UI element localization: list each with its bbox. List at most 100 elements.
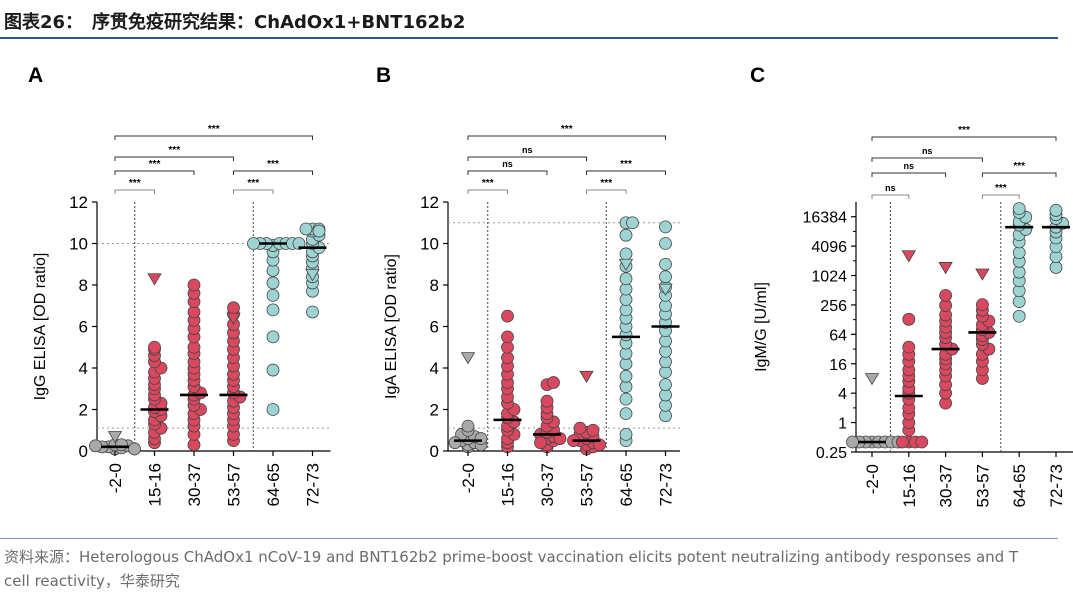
data-point bbox=[619, 272, 633, 286]
x-tick-label: 30-37 bbox=[937, 464, 956, 507]
significance-label: ns bbox=[904, 161, 915, 171]
data-point bbox=[148, 340, 161, 354]
data-triangle bbox=[901, 250, 917, 263]
data-triangle bbox=[107, 431, 123, 444]
data-point bbox=[1012, 202, 1026, 216]
data-point bbox=[247, 237, 260, 250]
data-point bbox=[902, 340, 916, 354]
x-tick-label: -2-0 bbox=[106, 463, 125, 493]
data-point bbox=[266, 363, 280, 377]
significance-bracket bbox=[467, 170, 548, 175]
x-tick-label: -2-0 bbox=[863, 464, 882, 494]
data-point bbox=[89, 439, 102, 453]
significance-bracket bbox=[114, 189, 155, 194]
data-point bbox=[501, 330, 514, 344]
x-tick-label: -2-0 bbox=[459, 463, 478, 493]
significance-bracket bbox=[586, 170, 666, 175]
data-point bbox=[448, 436, 462, 450]
significance-label: *** bbox=[168, 145, 180, 156]
x-tick-label: 30-37 bbox=[185, 463, 204, 506]
y-tick-label: 10 bbox=[420, 235, 439, 254]
data-point bbox=[895, 435, 909, 449]
data-point bbox=[976, 298, 989, 312]
x-tick-label: 53-57 bbox=[578, 463, 597, 506]
panel-letter: B bbox=[376, 64, 391, 87]
data-point bbox=[547, 376, 560, 389]
panel-B: B 0 2 4 6 8 10 12 IgA ELISA [OD ratio] -2-0 15-16 3… bbox=[376, 64, 680, 506]
significance-label: *** bbox=[267, 159, 279, 170]
x-tick-label: 30-37 bbox=[538, 463, 557, 506]
y-tick-label: 1024 bbox=[811, 269, 847, 286]
y-tick-label: 12 bbox=[420, 193, 439, 212]
panel-letter: A bbox=[28, 64, 43, 87]
data-point bbox=[501, 309, 514, 323]
data-point bbox=[1049, 204, 1063, 217]
data-triangle bbox=[305, 269, 320, 282]
significance-label: *** bbox=[958, 125, 970, 136]
x-tick-label: 72-73 bbox=[657, 463, 676, 506]
significance-bracket bbox=[233, 189, 274, 194]
data-point bbox=[619, 407, 633, 421]
y-tick-label: 2 bbox=[79, 401, 88, 420]
x-tick-label: 72-73 bbox=[1047, 464, 1066, 507]
data-point bbox=[619, 369, 633, 383]
data-point bbox=[534, 436, 547, 450]
data-triangle bbox=[147, 273, 162, 286]
significance-label: ns bbox=[922, 146, 933, 156]
data-triangle bbox=[460, 352, 476, 365]
x-tick-label: 15-16 bbox=[900, 464, 919, 507]
y-tick-label: 1 bbox=[838, 416, 847, 433]
significance-bracket bbox=[233, 170, 313, 175]
data-point bbox=[902, 312, 916, 326]
y-tick-label: 6 bbox=[79, 318, 88, 337]
y-tick-label: 0.25 bbox=[816, 445, 847, 462]
data-triangle bbox=[938, 262, 953, 275]
y-tick-label: 256 bbox=[820, 298, 847, 315]
data-point bbox=[659, 220, 672, 234]
y-tick-label: 16384 bbox=[803, 210, 848, 227]
data-point bbox=[659, 257, 672, 271]
data-point bbox=[1012, 265, 1026, 279]
data-triangle bbox=[864, 373, 880, 386]
x-tick-label: 64-65 bbox=[617, 463, 636, 506]
significance-label: *** bbox=[995, 183, 1007, 194]
data-point bbox=[266, 303, 280, 317]
x-tick-label: 15-16 bbox=[499, 463, 518, 506]
data-point bbox=[266, 288, 280, 302]
x-tick-label: 64-65 bbox=[264, 463, 283, 506]
y-tick-label: 4096 bbox=[811, 239, 847, 256]
significance-label: *** bbox=[149, 159, 161, 170]
y-tick-label: 4 bbox=[838, 386, 847, 403]
y-axis-label: IgG ELISA [OD ratio] bbox=[32, 253, 49, 401]
data-point bbox=[915, 435, 929, 449]
data-point bbox=[461, 419, 475, 433]
data-point bbox=[1012, 309, 1026, 323]
y-tick-label: 2 bbox=[430, 401, 439, 420]
title-rule bbox=[0, 37, 1058, 39]
data-point bbox=[1012, 295, 1026, 308]
y-tick-label: 10 bbox=[69, 235, 88, 254]
significance-bracket bbox=[981, 172, 1057, 177]
significance-bracket bbox=[467, 189, 508, 194]
data-point bbox=[573, 421, 587, 435]
significance-label: *** bbox=[129, 178, 141, 189]
data-triangle bbox=[975, 268, 990, 281]
significance-label: *** bbox=[1013, 161, 1025, 172]
source-note: 资料来源：Heterologous ChAdOx1 nCoV-19 and BN… bbox=[4, 548, 1019, 590]
data-point bbox=[306, 305, 319, 319]
data-point bbox=[266, 276, 280, 290]
y-tick-label: 6 bbox=[430, 318, 439, 337]
y-axis-label: IgA ELISA [OD ratio] bbox=[383, 254, 400, 399]
x-tick-label: 53-57 bbox=[973, 464, 992, 507]
significance-bracket bbox=[871, 157, 983, 162]
y-axis-label: IgM/G [U/ml] bbox=[753, 282, 770, 372]
data-point bbox=[846, 435, 859, 449]
y-tick-label: 8 bbox=[79, 276, 88, 295]
data-point bbox=[115, 438, 128, 452]
significance-label: *** bbox=[482, 178, 494, 189]
significance-bracket bbox=[114, 135, 313, 140]
panel-C: C 0.25 1 4 16 64 256 1024 4096 16384 IgM/G [U/ml] -… bbox=[750, 64, 1073, 507]
data-point bbox=[474, 432, 488, 445]
significance-bracket bbox=[871, 194, 910, 199]
data-point bbox=[626, 216, 639, 230]
